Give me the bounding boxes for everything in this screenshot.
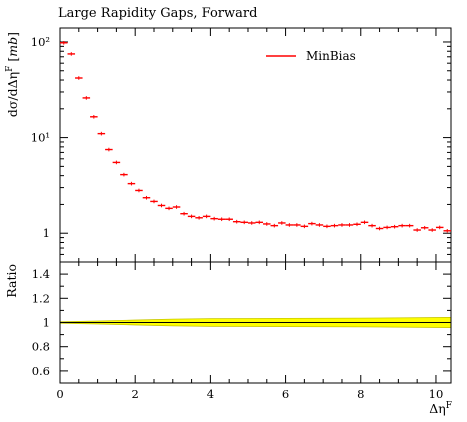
- x-tick-label: 4: [207, 387, 214, 401]
- ratio-panel: 0.6 0.8 1 1.2 1.4 0 2 4 6 8 10: [32, 261, 452, 401]
- x-tick-label: 2: [132, 387, 139, 401]
- chart-title: Large Rapidity Gaps, Forward: [58, 6, 257, 21]
- x-tick-label: 8: [357, 387, 364, 401]
- ratio-y-axis-ticks: [60, 261, 451, 384]
- ratio-band-upper-edge: [59, 317, 452, 323]
- ratio-y-axis-tick-labels: 0.6 0.8 1 1.2 1.4: [32, 267, 50, 378]
- x-tick-label: 6: [282, 387, 289, 401]
- main-y-axis-label: dσ/dΔηF [mb]: [5, 32, 20, 117]
- x-axis-tick-labels: 0 2 4 6 8 10: [56, 387, 443, 401]
- ratio-y-tick-label: 1.2: [32, 291, 50, 305]
- legend: MinBias: [266, 49, 356, 63]
- main-y-tick-label: 10¹: [31, 131, 50, 145]
- ratio-y-tick-label: 0.6: [32, 364, 50, 378]
- ratio-y-tick-label: 1: [43, 316, 50, 330]
- ratio-band-lower-edge: [59, 322, 452, 328]
- x-tick-label: 0: [56, 387, 63, 401]
- main-y-tick-label: 10²: [31, 35, 50, 49]
- ratio-y-axis-label: Ratio: [4, 264, 19, 298]
- ratio-y-tick-label: 0.8: [32, 340, 50, 354]
- x-axis-label: ΔηF: [429, 401, 452, 416]
- ratio-x-axis-ticks: [59, 262, 437, 383]
- ratio-y-tick-label: 1.4: [32, 267, 50, 281]
- x-tick-label: 10: [429, 387, 444, 401]
- main-panel: 1 10¹ 10²: [31, 27, 452, 263]
- main-y-tick-label: 1: [43, 226, 50, 240]
- main-y-axis-ticks: [60, 41, 451, 263]
- series-minbias: [60, 41, 451, 233]
- main-x-axis-ticks: [59, 28, 437, 262]
- legend-label-minbias: MinBias: [306, 49, 356, 63]
- main-y-axis-tick-labels: 1 10¹ 10²: [31, 35, 50, 240]
